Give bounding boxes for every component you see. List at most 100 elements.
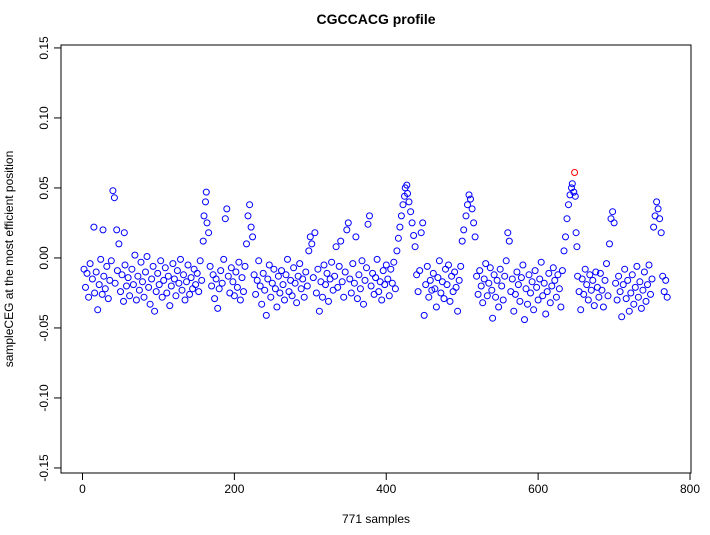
x-tick-label: 0: [79, 482, 86, 496]
data-point: [513, 268, 521, 276]
data-point: [440, 295, 448, 303]
data-point: [302, 268, 310, 276]
data-point: [181, 296, 189, 304]
data-point: [498, 282, 506, 290]
data-point: [261, 286, 269, 294]
data-point: [164, 272, 172, 280]
data-point: [610, 219, 618, 227]
data-point: [294, 272, 302, 280]
data-point: [170, 275, 178, 283]
y-tick-label: 0.05: [37, 176, 51, 200]
data-point: [177, 255, 184, 263]
data-point: [110, 194, 118, 202]
data-point: [152, 288, 160, 296]
data-point: [435, 257, 443, 265]
data-point: [236, 296, 244, 304]
data-point: [473, 272, 481, 280]
data-point: [537, 258, 545, 266]
data-point: [489, 314, 497, 322]
data-point: [276, 289, 284, 297]
data-point: [618, 313, 626, 321]
data-point: [311, 229, 319, 237]
data-point: [663, 293, 671, 301]
data-point: [202, 188, 210, 196]
data-point: [376, 278, 384, 286]
data-point: [533, 283, 541, 291]
data-point: [155, 281, 163, 289]
data-point: [253, 276, 261, 284]
data-point: [619, 281, 627, 289]
data-point: [95, 281, 103, 289]
data-point: [118, 271, 126, 279]
data-point: [589, 276, 597, 284]
data-point: [325, 297, 332, 305]
data-point: [281, 296, 288, 304]
data-point: [648, 275, 656, 283]
data-point: [211, 295, 219, 303]
data-point: [315, 307, 323, 315]
data-point: [628, 271, 636, 279]
data-point: [250, 271, 258, 279]
data-point: [637, 304, 645, 312]
y-tick-label: 0.15: [37, 36, 51, 60]
data-point: [413, 271, 421, 279]
data-point: [367, 282, 375, 290]
data-point: [644, 281, 651, 289]
data-point: [209, 271, 217, 279]
data-point: [624, 276, 632, 284]
data-point: [460, 226, 468, 234]
data-point: [583, 281, 591, 289]
data-point: [262, 311, 270, 319]
data-point: [545, 269, 553, 277]
data-point: [387, 265, 395, 273]
data-point: [145, 283, 153, 291]
data-point: [132, 296, 140, 304]
data-point: [309, 274, 317, 282]
y-tick-label: -0.05: [37, 314, 51, 342]
data-point: [94, 306, 102, 314]
data-point: [633, 262, 641, 270]
data-point: [429, 269, 437, 277]
data-point: [303, 282, 311, 290]
data-point: [577, 306, 585, 314]
data-point: [399, 201, 407, 209]
data-point: [256, 282, 264, 290]
data-point: [142, 268, 149, 276]
data-point: [423, 262, 431, 270]
data-point: [189, 285, 197, 293]
data-point: [525, 271, 533, 279]
data-point: [255, 257, 263, 265]
data-point: [522, 285, 530, 293]
data-point: [344, 219, 352, 227]
data-point: [555, 285, 563, 293]
data-point: [265, 261, 273, 269]
data-point: [536, 275, 544, 283]
data-point: [291, 279, 299, 287]
data-point: [198, 276, 206, 284]
data-point: [167, 282, 175, 290]
data-point: [148, 275, 156, 283]
data-point: [422, 281, 430, 289]
data-point: [578, 275, 586, 283]
data-point: [615, 272, 623, 280]
data-point: [488, 286, 496, 294]
data-point: [184, 261, 192, 269]
data-point: [115, 240, 123, 248]
x-axis-ticks: [81, 473, 691, 480]
data-point: [287, 276, 295, 284]
data-point: [493, 276, 501, 284]
data-point: [149, 262, 157, 270]
data-point: [137, 258, 145, 266]
data-points-layer: [80, 180, 671, 324]
data-point: [337, 237, 345, 245]
data-point: [163, 289, 171, 297]
data-point: [249, 233, 257, 241]
data-point: [200, 212, 208, 220]
data-point: [563, 215, 571, 223]
data-point: [606, 240, 613, 248]
data-point: [443, 281, 451, 289]
data-point: [604, 292, 612, 300]
data-point: [612, 279, 620, 287]
data-point: [107, 257, 115, 265]
